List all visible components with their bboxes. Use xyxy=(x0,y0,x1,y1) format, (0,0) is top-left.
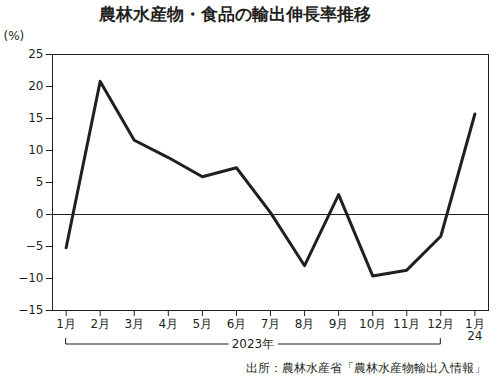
svg-text:6月: 6月 xyxy=(227,317,247,331)
svg-text:9月: 9月 xyxy=(329,317,349,331)
svg-text:12月: 12月 xyxy=(427,317,454,331)
svg-text:0: 0 xyxy=(36,207,44,221)
svg-text:2023年: 2023年 xyxy=(232,337,275,351)
svg-text:5: 5 xyxy=(36,175,44,189)
svg-text:−15: −15 xyxy=(18,303,43,317)
svg-text:7月: 7月 xyxy=(261,317,281,331)
svg-text:(%): (%) xyxy=(4,29,25,43)
svg-text:25: 25 xyxy=(28,47,43,61)
svg-text:−5: −5 xyxy=(26,239,44,253)
svg-text:20: 20 xyxy=(28,79,43,93)
svg-text:1月: 1月 xyxy=(56,317,76,331)
svg-text:11月: 11月 xyxy=(393,317,420,331)
svg-text:15: 15 xyxy=(28,111,43,125)
svg-text:4月: 4月 xyxy=(158,317,178,331)
svg-text:8月: 8月 xyxy=(295,317,315,331)
html-text:出所：農林水産省「農林水産物輸出入情報」: 出所：農林水産省「農林水産物輸出入情報」 xyxy=(246,361,486,375)
svg-text:2月: 2月 xyxy=(90,317,110,331)
html-text:農林水産物・食品の輸出伸長率推移: 農林水産物・食品の輸出伸長率推移 xyxy=(99,4,371,24)
svg-text:10月: 10月 xyxy=(359,317,386,331)
svg-text:1月24: 1月24 xyxy=(465,317,485,343)
svg-text:3月: 3月 xyxy=(124,317,144,331)
svg-text:10: 10 xyxy=(28,143,43,157)
svg-text:−10: −10 xyxy=(18,271,43,285)
svg-text:5月: 5月 xyxy=(193,317,213,331)
